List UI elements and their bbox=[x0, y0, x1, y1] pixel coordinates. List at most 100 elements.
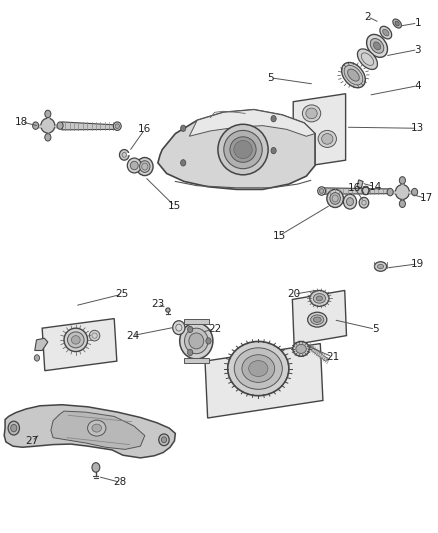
Text: 22: 22 bbox=[208, 324, 221, 334]
Ellipse shape bbox=[357, 49, 378, 69]
Circle shape bbox=[187, 326, 193, 333]
Ellipse shape bbox=[230, 137, 256, 163]
Ellipse shape bbox=[41, 118, 55, 133]
Ellipse shape bbox=[396, 184, 410, 199]
Ellipse shape bbox=[161, 437, 166, 443]
Circle shape bbox=[34, 355, 39, 361]
Ellipse shape bbox=[120, 150, 129, 160]
Ellipse shape bbox=[378, 264, 384, 269]
Circle shape bbox=[45, 110, 51, 118]
Polygon shape bbox=[4, 405, 175, 458]
Ellipse shape bbox=[173, 321, 185, 335]
Circle shape bbox=[399, 176, 406, 184]
Ellipse shape bbox=[8, 421, 19, 435]
Ellipse shape bbox=[242, 355, 275, 382]
Polygon shape bbox=[293, 94, 346, 168]
Ellipse shape bbox=[89, 330, 100, 341]
Ellipse shape bbox=[367, 35, 388, 58]
Ellipse shape bbox=[140, 161, 150, 172]
Ellipse shape bbox=[318, 187, 325, 195]
Circle shape bbox=[180, 160, 186, 166]
Ellipse shape bbox=[293, 342, 309, 357]
Ellipse shape bbox=[374, 42, 381, 50]
Text: 5: 5 bbox=[267, 73, 274, 83]
Ellipse shape bbox=[362, 186, 369, 195]
Ellipse shape bbox=[166, 308, 170, 312]
Ellipse shape bbox=[234, 141, 252, 159]
Text: 23: 23 bbox=[151, 298, 165, 309]
Ellipse shape bbox=[113, 122, 121, 131]
Ellipse shape bbox=[327, 189, 343, 207]
Text: 25: 25 bbox=[116, 289, 129, 299]
Polygon shape bbox=[357, 180, 363, 188]
Ellipse shape bbox=[302, 105, 321, 122]
Ellipse shape bbox=[249, 361, 268, 376]
Ellipse shape bbox=[374, 262, 387, 271]
Ellipse shape bbox=[344, 66, 363, 85]
Polygon shape bbox=[158, 110, 315, 189]
Text: 19: 19 bbox=[411, 259, 424, 269]
Ellipse shape bbox=[330, 192, 340, 204]
Ellipse shape bbox=[224, 131, 262, 168]
Text: 20: 20 bbox=[287, 289, 300, 299]
Polygon shape bbox=[319, 188, 389, 194]
Ellipse shape bbox=[306, 108, 317, 119]
Text: 2: 2 bbox=[364, 12, 371, 22]
Ellipse shape bbox=[218, 124, 268, 175]
Ellipse shape bbox=[342, 62, 365, 88]
Ellipse shape bbox=[88, 420, 106, 436]
Ellipse shape bbox=[234, 348, 283, 389]
Text: 1: 1 bbox=[414, 18, 421, 28]
Polygon shape bbox=[35, 338, 48, 351]
Text: 15: 15 bbox=[272, 231, 286, 241]
Circle shape bbox=[271, 116, 276, 122]
Text: 27: 27 bbox=[25, 436, 39, 446]
Ellipse shape bbox=[321, 134, 333, 144]
Text: 4: 4 bbox=[414, 81, 421, 91]
Ellipse shape bbox=[370, 38, 384, 53]
Polygon shape bbox=[292, 290, 346, 345]
Ellipse shape bbox=[159, 434, 169, 446]
Ellipse shape bbox=[92, 424, 102, 432]
Text: 21: 21 bbox=[326, 352, 339, 362]
Ellipse shape bbox=[64, 328, 88, 352]
Ellipse shape bbox=[127, 158, 141, 173]
Ellipse shape bbox=[228, 342, 289, 395]
Polygon shape bbox=[51, 411, 145, 449]
Text: 3: 3 bbox=[414, 45, 421, 54]
Ellipse shape bbox=[296, 344, 306, 353]
Ellipse shape bbox=[131, 161, 138, 169]
Ellipse shape bbox=[307, 312, 327, 327]
Polygon shape bbox=[184, 358, 208, 364]
Text: 15: 15 bbox=[168, 201, 181, 211]
Text: 28: 28 bbox=[114, 478, 127, 487]
Ellipse shape bbox=[67, 332, 84, 348]
Polygon shape bbox=[184, 319, 208, 324]
Ellipse shape bbox=[383, 29, 389, 36]
Ellipse shape bbox=[393, 19, 402, 28]
Circle shape bbox=[180, 125, 186, 132]
Circle shape bbox=[206, 338, 211, 344]
Ellipse shape bbox=[380, 26, 392, 39]
Ellipse shape bbox=[115, 124, 120, 128]
Ellipse shape bbox=[319, 189, 324, 193]
Text: 5: 5 bbox=[372, 324, 378, 334]
Text: 18: 18 bbox=[15, 117, 28, 127]
Circle shape bbox=[92, 463, 100, 472]
Ellipse shape bbox=[316, 296, 322, 301]
Text: 16: 16 bbox=[138, 124, 152, 134]
Circle shape bbox=[32, 122, 39, 130]
Circle shape bbox=[57, 122, 63, 130]
Polygon shape bbox=[42, 319, 117, 370]
Ellipse shape bbox=[313, 294, 325, 303]
Ellipse shape bbox=[343, 194, 357, 209]
Ellipse shape bbox=[348, 69, 359, 81]
Ellipse shape bbox=[346, 198, 353, 206]
Ellipse shape bbox=[395, 21, 399, 26]
Ellipse shape bbox=[311, 315, 324, 325]
Ellipse shape bbox=[313, 317, 321, 322]
Ellipse shape bbox=[359, 197, 369, 208]
Polygon shape bbox=[62, 122, 120, 130]
Circle shape bbox=[271, 148, 276, 154]
Ellipse shape bbox=[318, 131, 336, 148]
